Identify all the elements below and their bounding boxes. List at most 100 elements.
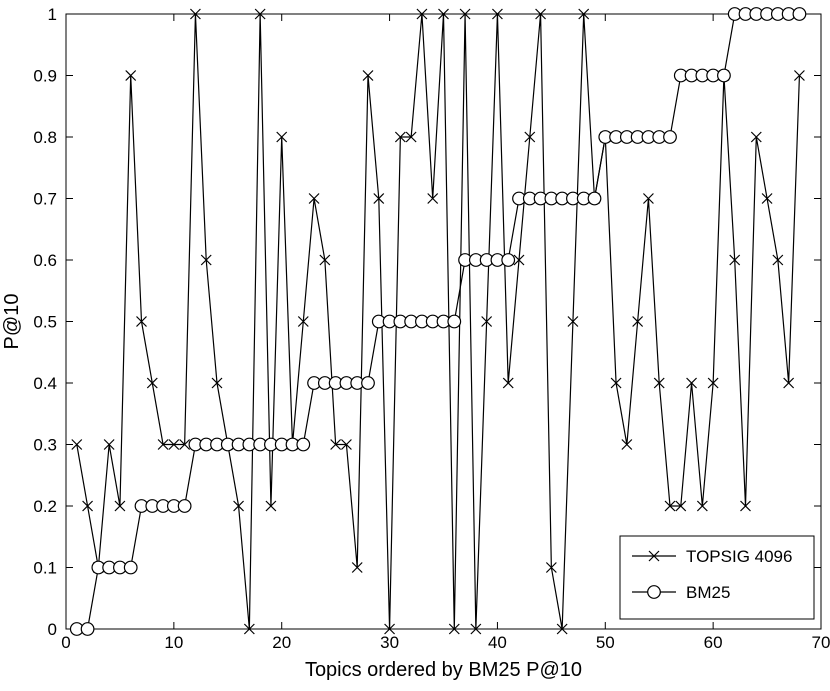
marker-stroke — [297, 316, 309, 327]
data-point — [179, 439, 191, 450]
data-point — [448, 623, 460, 635]
data-point — [783, 377, 795, 389]
data-point — [632, 316, 644, 327]
data-point — [416, 8, 428, 20]
marker-stroke — [168, 439, 180, 450]
marker-stroke — [384, 623, 395, 635]
data-point — [610, 377, 622, 389]
data-point — [308, 193, 320, 204]
marker-stroke — [696, 500, 708, 512]
data-point — [177, 499, 192, 513]
data-point — [459, 8, 471, 20]
data-point — [729, 254, 741, 266]
data-point — [717, 68, 731, 83]
series-line — [76, 13, 801, 630]
data-point — [578, 8, 590, 20]
data-point — [447, 314, 462, 329]
data-point — [394, 131, 406, 143]
marker-stroke — [200, 254, 212, 266]
marker-stroke — [502, 377, 514, 389]
marker-stroke — [783, 377, 795, 389]
data-point — [146, 377, 158, 389]
marker-stroke — [524, 131, 536, 143]
marker-stroke — [492, 8, 503, 20]
data-point — [545, 562, 557, 573]
data-point — [351, 562, 363, 573]
marker-stroke — [740, 500, 751, 512]
marker-stroke — [373, 193, 385, 204]
data-point — [243, 623, 255, 635]
marker-stroke — [610, 377, 622, 389]
marker-stroke — [82, 500, 93, 512]
marker-stroke — [233, 500, 244, 512]
data-point — [211, 377, 223, 389]
x-tick-label: 30 — [380, 633, 399, 652]
marker-stroke — [481, 316, 493, 327]
y-tick-label: 0.5 — [33, 313, 57, 332]
marker-stroke — [265, 500, 277, 512]
marker-stroke — [707, 377, 719, 389]
data-point — [481, 316, 493, 327]
marker-stroke — [470, 623, 482, 635]
data-point — [296, 437, 311, 452]
x-tick-label: 10 — [164, 633, 183, 652]
y-tick-label: 0.7 — [33, 190, 57, 209]
marker-stroke — [103, 439, 115, 450]
marker-stroke — [643, 193, 654, 204]
marker-stroke — [427, 193, 439, 204]
marker-stroke — [664, 500, 676, 512]
data-point — [125, 70, 137, 81]
legend: TOPSIG 4096 BM25 — [619, 535, 815, 620]
data-point — [792, 7, 807, 21]
data-point — [513, 254, 525, 266]
series-bm25 — [69, 7, 807, 636]
marker-stroke — [362, 70, 374, 81]
data-point — [405, 131, 417, 143]
marker-stroke — [308, 193, 320, 204]
x-tick-label: 0 — [61, 633, 70, 652]
data-point — [341, 439, 352, 450]
series-topsig — [71, 8, 805, 635]
marker-stroke — [545, 562, 557, 573]
marker-stroke — [729, 254, 741, 266]
data-point — [761, 193, 773, 204]
y-tick-label: 0.9 — [33, 67, 57, 86]
marker-stroke — [686, 377, 697, 389]
data-point — [157, 439, 169, 450]
data-point — [653, 377, 665, 389]
data-point — [200, 254, 212, 266]
y-tick-label: 0.8 — [33, 128, 57, 147]
data-point — [265, 500, 277, 512]
marker-stroke — [276, 131, 288, 143]
data-point — [103, 439, 115, 450]
data-point — [750, 131, 762, 143]
marker-stroke — [556, 623, 568, 635]
marker-stroke — [750, 131, 762, 143]
data-point — [297, 316, 309, 327]
marker-stroke — [405, 131, 417, 143]
marker-stroke — [794, 70, 805, 81]
data-point — [319, 254, 331, 266]
marker-stroke — [211, 377, 223, 389]
marker-stroke — [136, 316, 147, 327]
marker-stroke — [114, 500, 126, 512]
data-point — [502, 377, 514, 389]
marker-stroke — [535, 8, 546, 20]
data-point — [686, 377, 697, 389]
legend-entry: BM25 — [632, 583, 730, 602]
x-tick-label: 50 — [596, 633, 615, 652]
marker-stroke — [761, 193, 773, 204]
y-tick-label: 0 — [48, 620, 57, 639]
data-point — [740, 500, 751, 512]
marker-stroke — [648, 550, 660, 562]
marker-stroke — [567, 316, 579, 327]
marker-stroke — [394, 131, 406, 143]
y-tick-label: 0.6 — [33, 251, 57, 270]
data-point — [587, 191, 602, 206]
data-point — [82, 500, 93, 512]
marker-stroke — [71, 439, 83, 450]
data-point — [663, 130, 677, 144]
marker-stroke — [416, 8, 428, 20]
y-tick-label: 0.2 — [33, 497, 57, 516]
